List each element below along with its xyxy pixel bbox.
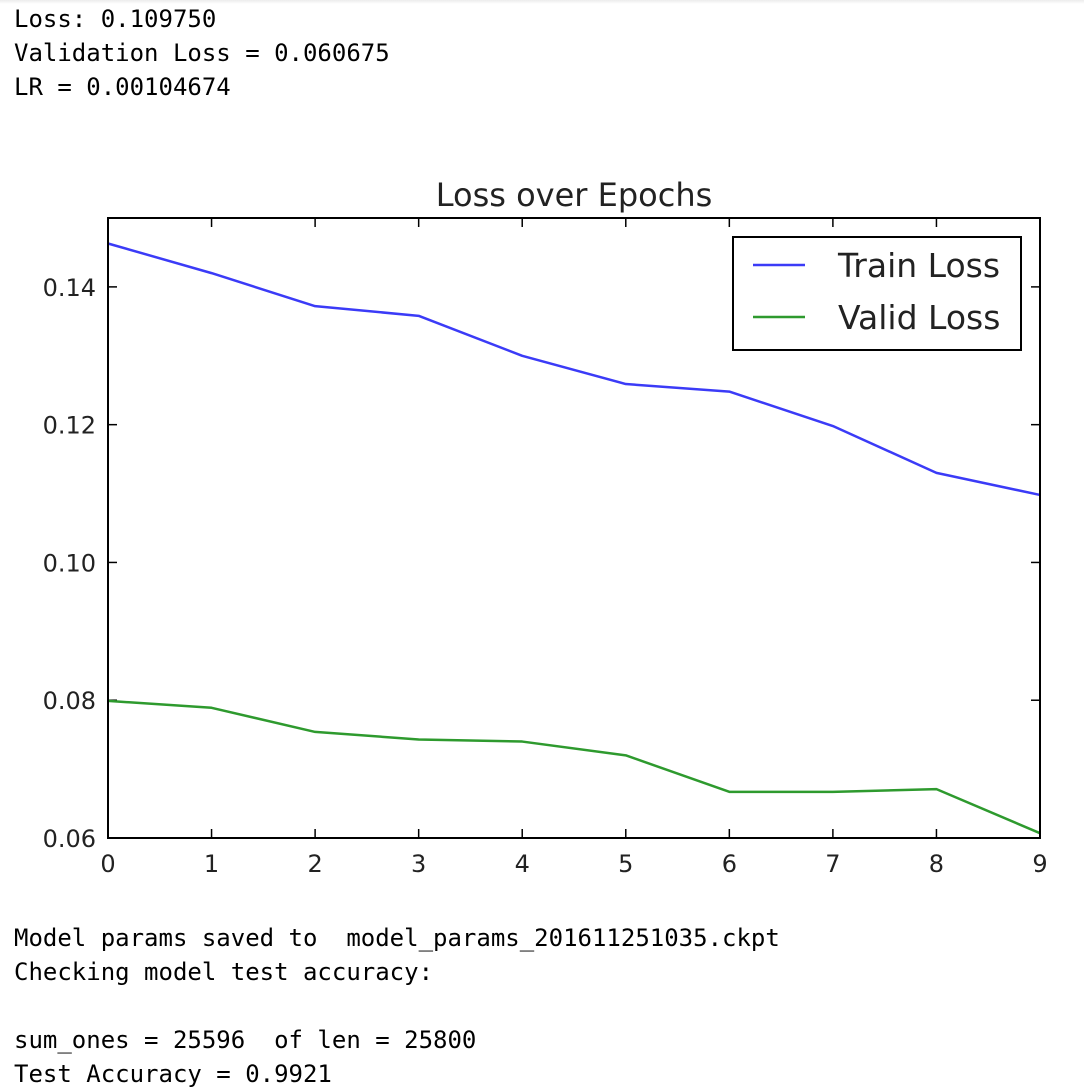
legend-label: Train Loss — [837, 246, 1000, 285]
x-tick-label: 0 — [100, 850, 115, 878]
result-line-4: Test Accuracy = 0.9921 — [14, 1060, 332, 1088]
y-tick-label: 0.10 — [43, 549, 96, 577]
test-results-output: Model params saved to model_params_20161… — [14, 921, 780, 1091]
x-tick-label: 8 — [929, 850, 944, 878]
y-tick-label: 0.06 — [43, 825, 96, 853]
x-tick-label: 2 — [307, 850, 322, 878]
y-tick-label: 0.08 — [43, 687, 96, 715]
x-tick-label: 5 — [618, 850, 633, 878]
result-line-2 — [14, 989, 780, 1023]
log-line-0: Loss: 0.109750 — [14, 5, 217, 33]
legend-label: Valid Loss — [838, 298, 1000, 337]
y-tick-label: 0.12 — [43, 412, 96, 440]
chart-title: Loss over Epochs — [436, 176, 713, 214]
x-tick-label: 6 — [722, 850, 737, 878]
log-line-1: Validation Loss = 0.060675 — [14, 39, 390, 67]
y-tick-label: 0.14 — [43, 274, 96, 302]
output-top-edge — [0, 0, 1084, 4]
result-line-3: sum_ones = 25596 of len = 25800 — [14, 1026, 477, 1054]
series-line-train-loss — [107, 242, 1041, 497]
legend-box — [732, 236, 1022, 351]
loss-chart: Loss over Epochs 0 1 2 3 4 5 6 7 8 9 0.06 0.08 0.10 0.… — [43, 176, 1048, 878]
plot-frame — [107, 217, 1041, 839]
series-line-valid-loss — [107, 699, 1041, 835]
x-tick-label: 9 — [1032, 850, 1047, 878]
x-tick-label: 7 — [825, 850, 840, 878]
result-line-0: Model params saved to model_params_20161… — [14, 924, 780, 952]
result-line-1: Checking model test accuracy: — [14, 958, 434, 986]
log-line-2: LR = 0.00104674 — [14, 73, 231, 101]
x-tick-label: 1 — [204, 850, 219, 878]
x-tick-label: 3 — [411, 850, 426, 878]
x-tick-label: 4 — [515, 850, 530, 878]
training-log-output: Loss: 0.109750 Validation Loss = 0.060675… — [14, 2, 390, 104]
